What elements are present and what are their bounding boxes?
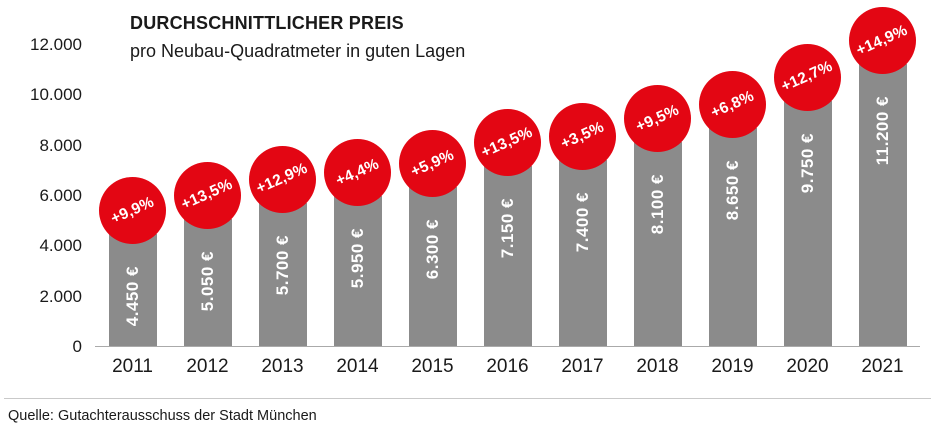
bar-value-label: 5.700 € [272, 234, 292, 295]
x-tick-label-2013: 2013 [261, 356, 304, 377]
bar-value-label: 8.650 € [722, 160, 742, 221]
pct-change-badge: +13,5% [474, 109, 541, 177]
y-tick-label: 4.000 [39, 236, 82, 256]
bar-2014: 5.950 € [333, 196, 382, 346]
bar-slot-2012: 5.050 € +13,5% [170, 45, 245, 346]
plot-area: 4.450 € +9,9% 5.050 € +13,5% 5.700 € +12,9% 5.… [95, 7, 920, 347]
chart-subtitle: pro Neubau-Quadratmeter in guten Lagen [130, 41, 466, 61]
pct-change-label: +12,7% [779, 57, 836, 96]
bar-2015: 6.300 € [408, 187, 457, 346]
bar-slot-2016: 7.150 € +13,5% [470, 45, 545, 346]
bar-value-label: 7.400 € [572, 191, 592, 253]
bar-slot-2011: 4.450 € +9,9% [95, 45, 170, 346]
bar-2019: 8.650 € [708, 128, 757, 346]
pct-change-badge: +5,9% [399, 130, 466, 198]
pct-change-badge: +4,4% [324, 139, 391, 207]
bar-2018: 8.100 € [633, 142, 682, 346]
pct-change-label: +9,5% [633, 101, 682, 136]
pct-change-badge: +6,8% [699, 71, 766, 139]
bar-value-label: 4.450 € [122, 266, 142, 327]
x-tick-label-2021: 2021 [861, 356, 904, 377]
bar-slot-2015: 6.300 € +5,9% [395, 45, 470, 346]
x-tick-label-2018: 2018 [636, 356, 679, 377]
pct-change-label: +9,9% [108, 193, 157, 228]
x-tick-label-2015: 2015 [411, 356, 454, 377]
bar-slot-2018: 8.100 € +9,5% [620, 45, 695, 346]
chart-title: DURCHSCHNITTLICHER PREIS [130, 13, 404, 33]
bar-value-label: 11.200 € [872, 96, 892, 166]
bar-value-label: 5.950 € [347, 228, 367, 289]
y-tick-label: 0 [72, 337, 82, 356]
bars-container: 4.450 € +9,9% 5.050 € +13,5% 5.700 € +12,9% 5.… [95, 7, 920, 346]
bar-2020: 9.750 € [783, 100, 832, 346]
bar-value-label: 5.050 € [197, 250, 217, 312]
x-axis: 2011 2012 2013 2014 2015 2016 2017 2018 2019 2020… [95, 354, 920, 380]
bar-2011: 4.450 € [108, 234, 157, 346]
bar-value-label: 7.150 € [497, 198, 517, 259]
bar-slot-2020: 9.750 € +12,7% [770, 43, 845, 346]
y-tick-label: 2.000 [39, 286, 82, 306]
pct-change-badge: +9,9% [99, 177, 166, 244]
bar-slot-2021: 11.200 € +14,9% [845, 7, 920, 346]
y-tick-label: 12.000 [30, 35, 82, 54]
x-tick-label-2019: 2019 [711, 356, 754, 377]
pct-change-badge: +13,5% [174, 161, 241, 229]
bar-slot-2014: 5.950 € +4,4% [320, 45, 395, 346]
source-text: Quelle: Gutachterausschuss der Stadt Mün… [8, 408, 317, 424]
pct-change-label: +3,5% [558, 118, 607, 153]
y-tick-label: 10.000 [30, 85, 82, 105]
pct-change-label: +13,5% [179, 176, 236, 214]
x-tick-label-2016: 2016 [486, 356, 529, 377]
pct-change-label: +5,9% [408, 146, 457, 181]
x-tick-label-2014: 2014 [336, 356, 379, 377]
x-tick-label-2011: 2011 [112, 356, 153, 377]
bar-slot-2017: 7.400 € +3,5% [545, 45, 620, 346]
bar-2017: 7.400 € [558, 159, 607, 346]
bar-slot-2013: 5.700 € +12,9% [245, 45, 320, 346]
x-tick-label-2012: 2012 [186, 356, 229, 377]
x-tick-label-2017: 2017 [561, 356, 604, 377]
footer-divider [4, 398, 931, 399]
pct-change-label: +6,8% [708, 87, 757, 122]
bar-2012: 5.050 € [183, 218, 232, 346]
pct-change-label: +14,9% [854, 21, 911, 59]
bar-value-label: 6.300 € [422, 219, 442, 280]
pct-change-label: +4,4% [333, 155, 382, 190]
bar-2016: 7.150 € [483, 166, 532, 346]
pct-change-badge: +3,5% [549, 102, 616, 170]
bar-value-label: 8.100 € [647, 174, 667, 235]
pct-change-label: +13,5% [479, 123, 536, 161]
chart-header: DURCHSCHNITTLICHER PREIS pro Neubau-Quad… [130, 13, 465, 62]
pct-change-badge: +12,7% [774, 43, 841, 111]
bar-slot-2019: 8.650 € +6,8% [695, 45, 770, 346]
bar-value-label: 9.750 € [797, 132, 817, 193]
y-axis: 12.000 10.000 8.000 6.000 4.000 2.000 0 [0, 35, 82, 356]
bar-2021: 11.200 € [858, 64, 907, 346]
pct-change-label: +12,9% [254, 159, 311, 198]
bar-2013: 5.700 € [258, 202, 307, 346]
x-tick-label-2020: 2020 [786, 356, 829, 377]
y-tick-label: 8.000 [39, 135, 82, 155]
y-tick-label: 6.000 [39, 186, 82, 205]
pct-change-badge: +9,5% [624, 85, 691, 153]
pct-change-badge: +14,9% [849, 7, 916, 75]
pct-change-badge: +12,9% [249, 145, 316, 213]
